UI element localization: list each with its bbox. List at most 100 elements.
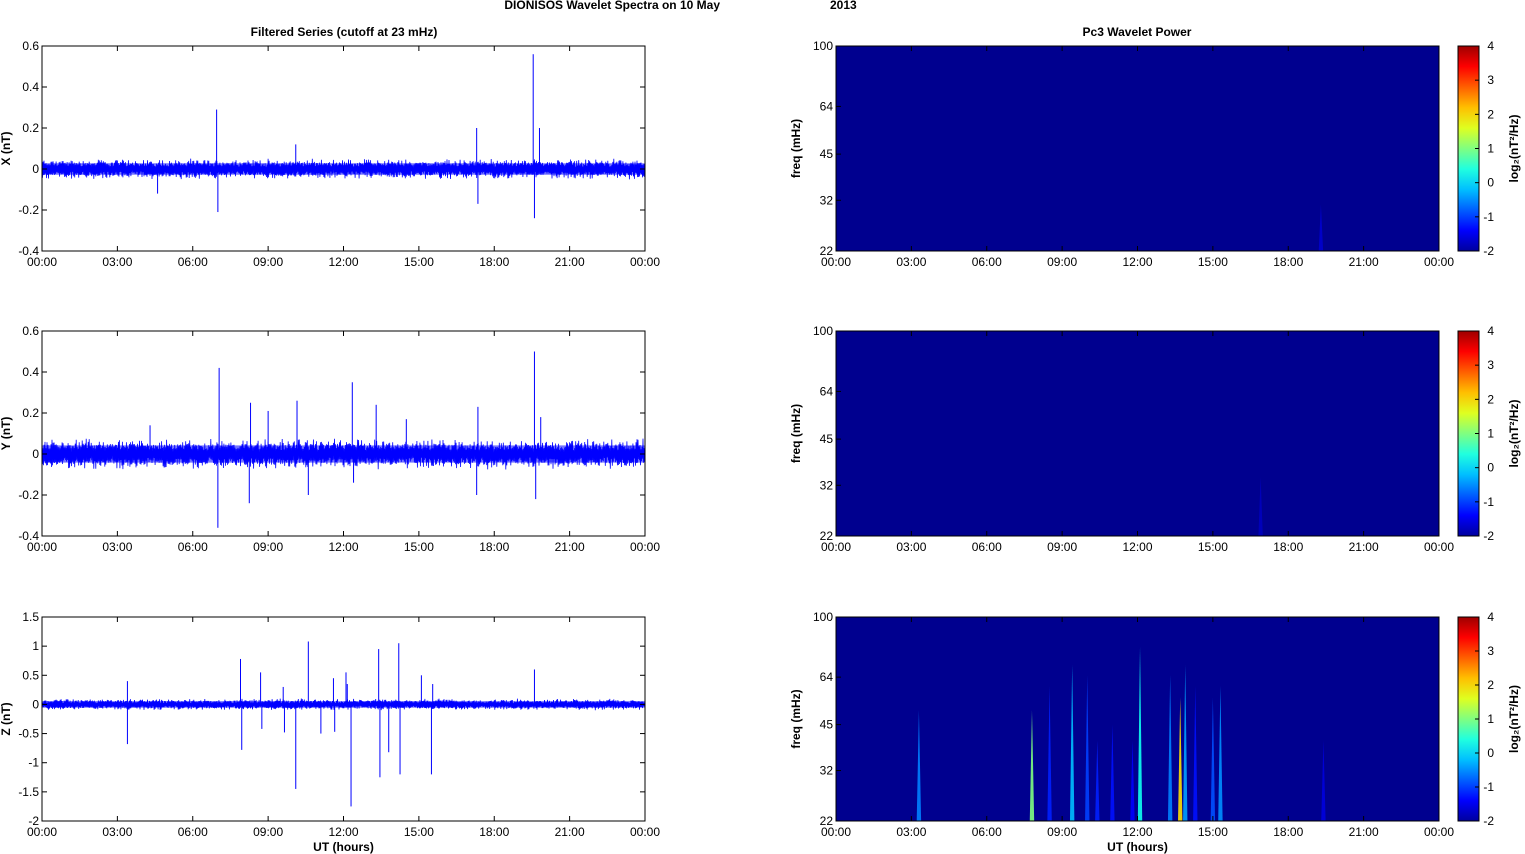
colorbar-tick-label: 2 [1487, 678, 1494, 692]
ytick-label: -1 [28, 756, 39, 770]
power-feature [1095, 740, 1100, 821]
y-axis-label: freq (mHz) [789, 689, 803, 748]
ytick-label: 0 [32, 447, 39, 461]
colorbar-tick-label: 4 [1487, 39, 1494, 53]
series-panel-3: -2 -1.5 -1 -0.5 0 0.5 1 1.5 Z (nT) 00:00 03:00 06:0… [0, 610, 660, 854]
series-panel-1: -0.4 -0.2 0 0.2 0.4 0.6 X (nT) 00:00 03:00 06:00 0… [0, 39, 660, 269]
xtick-label: 00:00 [821, 540, 851, 554]
series-band [42, 163, 645, 175]
xtick-label: 03:00 [102, 540, 132, 554]
power-feature [1029, 710, 1035, 821]
power-feature [1085, 675, 1090, 821]
ytick-label: -2 [28, 814, 39, 828]
ytick-label: -0.4 [18, 244, 39, 258]
ytick-label: 32 [820, 478, 834, 492]
power-feature [1183, 665, 1188, 821]
xtick-label: 06:00 [178, 825, 208, 839]
xtick-label: 06:00 [972, 825, 1002, 839]
xtick-label: 00:00 [27, 255, 57, 269]
y-axis-label: freq (mHz) [789, 119, 803, 178]
xtick-label: 21:00 [555, 255, 585, 269]
ytick-label: -0.2 [18, 488, 39, 502]
colorbar-label: log₂(nT²/Hz) [1507, 400, 1521, 468]
ytick-label: 0.6 [22, 324, 39, 338]
ytick-label: 0.2 [22, 121, 39, 135]
ytick-label: 0.2 [22, 406, 39, 420]
xtick-label: 00:00 [821, 255, 851, 269]
xtick-label: 15:00 [1198, 540, 1228, 554]
xtick-label: 12:00 [1122, 540, 1152, 554]
xtick-label: 21:00 [1349, 540, 1379, 554]
colorbar-tick-label: -2 [1483, 814, 1494, 828]
xtick-label: 00:00 [27, 825, 57, 839]
xtick-label: 15:00 [404, 540, 434, 554]
xtick-label: 06:00 [178, 255, 208, 269]
xtick-label: 03:00 [896, 255, 926, 269]
power-feature [1130, 740, 1135, 821]
ytick-label: 0 [32, 697, 39, 711]
xtick-label: 15:00 [1198, 255, 1228, 269]
xtick-label: 15:00 [404, 255, 434, 269]
power-feature [1110, 724, 1115, 821]
colorbar-tick-label: 1 [1487, 427, 1494, 441]
ytick-label: 32 [820, 193, 834, 207]
ytick-label: 100 [813, 610, 833, 624]
power-feature [1137, 647, 1143, 821]
xtick-label: 18:00 [479, 255, 509, 269]
xtick-label: 00:00 [630, 825, 660, 839]
ytick-label: 64 [820, 384, 834, 398]
series-panel-2: -0.4 -0.2 0 0.2 0.4 0.6 Y (nT) 00:00 03:00 06:00 0… [0, 324, 660, 554]
ytick-label: 0.4 [22, 365, 39, 379]
plot-area [42, 46, 645, 251]
xtick-label: 03:00 [102, 255, 132, 269]
xtick-label: 03:00 [896, 825, 926, 839]
xtick-label: 09:00 [1047, 825, 1077, 839]
y-axis-label: freq (mHz) [789, 404, 803, 463]
xtick-label: 06:00 [178, 540, 208, 554]
x-axis-label: UT (hours) [313, 840, 374, 854]
ytick-label: 0.4 [22, 80, 39, 94]
ytick-label: 1.5 [22, 610, 39, 624]
ytick-label: 1 [32, 639, 39, 653]
colorbar-tick-label: 3 [1487, 644, 1494, 658]
colorbar-tick-label: 4 [1487, 610, 1494, 624]
power-feature [1218, 685, 1223, 821]
xtick-label: 12:00 [1122, 255, 1152, 269]
colorbar-label: log₂(nT²/Hz) [1507, 685, 1521, 753]
xtick-label: 18:00 [1273, 540, 1303, 554]
y-axis-label: Z (nT) [0, 702, 13, 735]
xtick-label: 00:00 [630, 255, 660, 269]
xtick-label: 00:00 [1424, 540, 1454, 554]
colorbar-tick-label: 2 [1487, 107, 1494, 121]
xtick-label: 00:00 [1424, 825, 1454, 839]
xtick-label: 00:00 [630, 540, 660, 554]
colorbar-tick-label: -2 [1483, 529, 1494, 543]
xtick-label: 06:00 [972, 255, 1002, 269]
ytick-label: 32 [820, 764, 834, 778]
panels: -0.4 -0.2 0 0.2 0.4 0.6 X (nT) 00:00 03:00 06:00 0… [0, 39, 1521, 854]
xtick-label: 03:00 [102, 825, 132, 839]
xtick-label: 12:00 [328, 255, 358, 269]
power-feature [1258, 477, 1263, 536]
ytick-label: 100 [813, 39, 833, 53]
colorbar-tick-label: 2 [1487, 392, 1494, 406]
xtick-label: 18:00 [479, 540, 509, 554]
ytick-label: -0.4 [18, 529, 39, 543]
colorbar-label: log₂(nT²/Hz) [1507, 115, 1521, 183]
power-background [836, 617, 1439, 821]
figure-title-year: 2013 [830, 0, 857, 12]
xtick-label: 12:00 [328, 825, 358, 839]
colorbar-tick-label: -1 [1483, 780, 1494, 794]
colorbar-tick-label: 0 [1487, 176, 1494, 190]
xtick-label: 09:00 [253, 255, 283, 269]
ytick-label: 64 [820, 99, 834, 113]
xtick-label: 09:00 [253, 540, 283, 554]
xtick-label: 09:00 [1047, 540, 1077, 554]
colorbar-tick-label: 0 [1487, 461, 1494, 475]
power-background [836, 331, 1439, 536]
xtick-label: 00:00 [27, 540, 57, 554]
power-feature [916, 710, 922, 821]
